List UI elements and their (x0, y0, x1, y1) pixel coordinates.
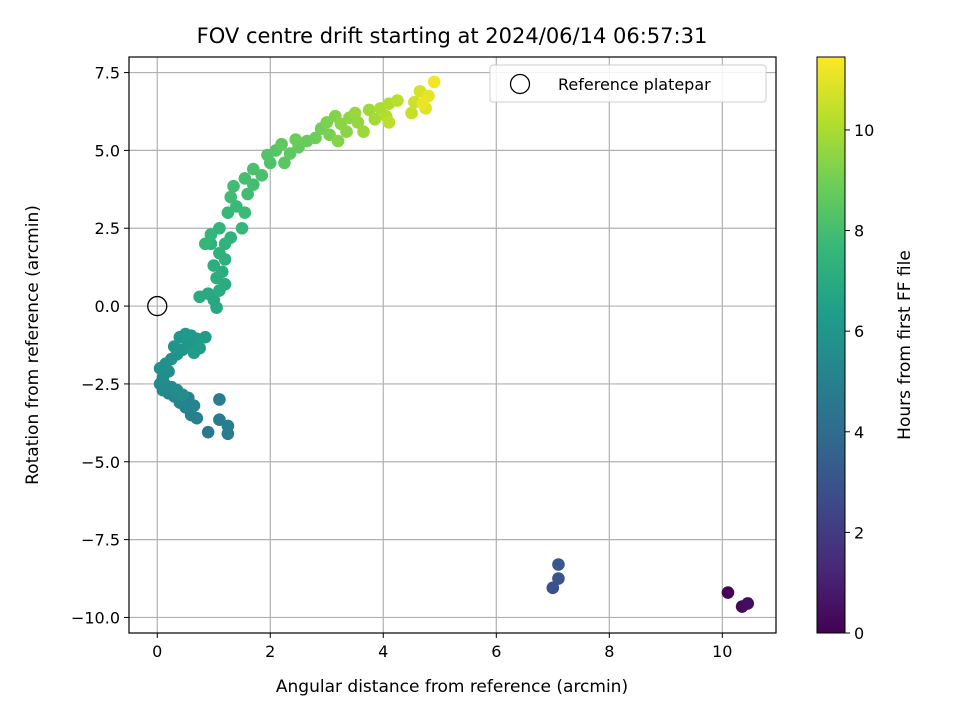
legend: Reference platepar (489, 64, 767, 103)
data-point (224, 190, 238, 204)
data-point (309, 131, 322, 145)
legend-reference-marker (509, 73, 531, 95)
data-point (224, 231, 238, 244)
data-point (278, 156, 291, 170)
data-point (221, 419, 235, 433)
y-axis-ticks: 7.5 5.0 2.5 0.0 −2.5 −5.0 −7.5 −10.0 (71, 64, 129, 627)
data-point (187, 346, 201, 360)
data-point (552, 572, 565, 585)
data-point (362, 103, 376, 117)
data-point (416, 97, 430, 111)
grid-lines (129, 57, 776, 633)
data-point (552, 558, 565, 571)
reference-platepar-marker (147, 295, 168, 317)
y-tick-label: −7.5 (81, 531, 120, 550)
data-point (741, 597, 755, 610)
colorbar-tick-label: 8 (854, 222, 864, 241)
data-point (247, 162, 260, 176)
data-point (204, 228, 218, 241)
data-point (198, 237, 212, 251)
legend-box (489, 64, 767, 103)
data-point (368, 112, 382, 126)
x-axis-ticks: 0 2 4 6 8 10 (152, 633, 732, 661)
colorbar (816, 56, 846, 634)
colorbar-tick-label: 0 (854, 624, 864, 643)
colorbar-tick-label: 10 (854, 121, 874, 140)
legend-label-reference-platepar: Reference platepar (558, 75, 711, 94)
data-points (153, 75, 755, 613)
data-point (348, 106, 362, 120)
data-point (193, 290, 206, 304)
colorbar-tick-label: 2 (854, 523, 864, 542)
x-tick-label: 0 (152, 642, 162, 661)
plot-frame (128, 56, 777, 634)
reference-marker-group (147, 295, 168, 317)
data-point (227, 179, 240, 193)
data-point (201, 425, 215, 439)
y-tick-label: 7.5 (95, 64, 120, 83)
data-point (176, 388, 189, 402)
data-point (241, 187, 254, 201)
data-point (331, 134, 345, 148)
x-tick-label: 6 (491, 642, 501, 661)
x-axis-label: Angular distance from reference (arcmin) (276, 677, 628, 697)
y-tick-label: 5.0 (95, 141, 120, 160)
data-point (167, 340, 181, 353)
data-point (198, 330, 212, 344)
y-tick-label: −10.0 (71, 608, 120, 627)
data-point (238, 172, 252, 185)
data-point (238, 206, 252, 219)
data-point (235, 221, 249, 235)
chart-title: FOV centre drift starting at 2024/06/14 … (197, 24, 708, 48)
data-point (382, 116, 396, 129)
y-tick-label: 2.5 (95, 219, 120, 238)
data-point (213, 246, 226, 260)
data-point (187, 399, 201, 413)
data-point (405, 106, 418, 120)
data-point (179, 327, 192, 341)
x-tick-label: 4 (378, 642, 388, 661)
data-point (427, 75, 441, 89)
x-tick-label: 8 (604, 642, 614, 661)
data-point (721, 586, 735, 599)
colorbar-tick-label: 6 (854, 322, 864, 341)
data-point (546, 581, 560, 595)
x-tick-label: 10 (712, 642, 732, 661)
colorbar-tick-label: 4 (854, 423, 864, 442)
colorbar-ticks: 0 2 4 6 8 10 (845, 121, 874, 643)
data-point (289, 133, 302, 146)
y-tick-label: 0.0 (95, 297, 120, 316)
data-point (275, 137, 288, 151)
data-point (357, 125, 370, 139)
y-tick-label: −2.5 (81, 375, 120, 394)
data-point (207, 259, 221, 272)
data-point (213, 393, 226, 406)
y-tick-label: −5.0 (81, 453, 120, 472)
y-axis-label: Rotation from reference (arcmin) (23, 205, 43, 485)
x-tick-label: 2 (265, 642, 275, 661)
colorbar-label: Hours from first FF file (895, 250, 915, 440)
data-point (391, 94, 404, 107)
